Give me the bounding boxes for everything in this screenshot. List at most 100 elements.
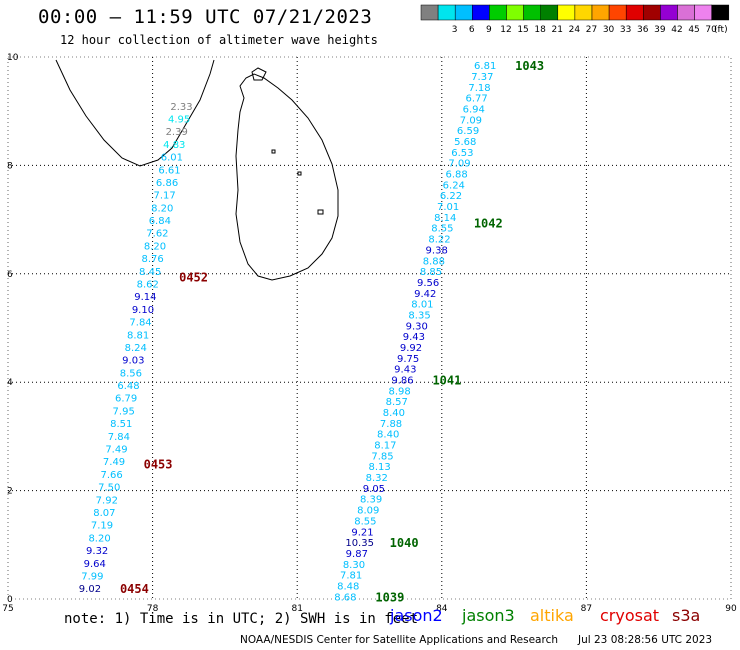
colorbar-tick-label: 30	[603, 25, 615, 35]
india-coastline	[55, 59, 215, 167]
legend-altika: altika	[530, 606, 574, 625]
colorbar-unit-label: (ft)	[714, 25, 728, 35]
colorbar-swatch	[523, 4, 541, 21]
y-tick-label: 6	[7, 270, 13, 280]
colorbar-swatch	[660, 4, 678, 21]
wave-height-value: 2.39	[166, 127, 188, 138]
wave-height-value: 8.35	[408, 310, 430, 321]
footer-credit: NOAA/NESDIS Center for Satellite Applica…	[240, 634, 558, 646]
wave-height-value: 5.68	[454, 137, 476, 148]
x-tick-label: 75	[2, 604, 13, 614]
wave-height-value: 6.01	[161, 153, 183, 164]
colorbar-swatch	[472, 4, 490, 21]
y-tick-label: 4	[7, 378, 13, 388]
x-tick-label: 78	[147, 604, 159, 614]
pass-time-label: 1039	[375, 590, 404, 604]
wave-height-value: 7.49	[103, 457, 125, 468]
wave-height-value: 2.33	[170, 102, 192, 113]
jaffna-outline	[251, 67, 267, 81]
wave-height-value: 9.86	[391, 375, 413, 386]
wave-height-value: 8.30	[343, 560, 365, 571]
colorbar-swatch	[454, 4, 473, 21]
wave-height-value: 6.22	[440, 191, 462, 202]
wave-height-value: 7.81	[340, 571, 362, 582]
wave-height-value: 7.09	[460, 115, 482, 126]
page-title: 00:00 – 11:59 UTC 07/21/2023	[38, 6, 373, 28]
y-tick-label: 10	[7, 53, 19, 63]
wave-height-value: 7.19	[91, 521, 113, 532]
wave-height-value: 8.76	[141, 254, 163, 265]
island	[271, 149, 276, 154]
colorbar-swatch	[625, 4, 644, 21]
legend-s3a: s3a	[672, 606, 701, 625]
colorbar-tick-label: 15	[517, 25, 528, 35]
wave-height-value: 9.43	[394, 365, 416, 376]
wave-height-value: 8.32	[366, 473, 388, 484]
wave-height-value: 4.83	[163, 140, 185, 151]
wave-height-value: 7.88	[380, 419, 402, 430]
pass-time-label: 1040	[390, 536, 419, 550]
wave-height-value: 6.79	[115, 394, 137, 405]
x-tick-label: 90	[725, 604, 737, 614]
wave-height-value: 9.87	[346, 549, 368, 560]
colorbar-swatch	[557, 4, 576, 21]
x-tick-label: 84	[436, 604, 448, 614]
wave-height-value: 8.40	[377, 430, 399, 441]
colorbar-tick-label: 39	[654, 25, 666, 35]
wave-height-value: 6.24	[443, 180, 465, 191]
wave-height-value: 8.22	[428, 235, 450, 246]
wave-height-value: 8.85	[420, 267, 442, 278]
wave-height-value: 8.20	[151, 203, 173, 214]
colorbar-swatch	[489, 4, 507, 21]
wave-height-value: 8.45	[139, 267, 161, 278]
legend-jason3: jason3	[462, 606, 515, 625]
wave-height-value: 7.09	[448, 159, 470, 170]
colorbar-swatch	[608, 4, 627, 21]
sri-lanka-outline	[235, 73, 339, 281]
colorbar-swatch	[694, 4, 712, 21]
wave-height-value: 8.56	[120, 368, 142, 379]
wave-height-value: 8.07	[93, 508, 115, 519]
wave-height-value: 9.42	[414, 289, 436, 300]
colorbar-tick-label: 6	[469, 25, 475, 35]
colorbar-tick-label: 9	[486, 25, 492, 35]
legend-jason2: jason2	[390, 606, 443, 625]
x-tick-label: 87	[581, 604, 592, 614]
colorbar-tick-label: 18	[534, 25, 546, 35]
wave-height-value: 7.18	[468, 83, 490, 94]
wave-height-value: 8.20	[88, 533, 110, 544]
legend-cryosat: cryosat	[600, 606, 660, 625]
pass-time-label: 0454	[120, 582, 149, 596]
wave-height-value: 8.88	[423, 256, 445, 267]
wave-height-value: 9.03	[122, 356, 144, 367]
wave-height-value: 8.14	[434, 213, 456, 224]
page-subtitle: 12 hour collection of altimeter wave hei…	[60, 33, 378, 47]
x-tick-label: 81	[291, 604, 302, 614]
wave-height-value: 8.81	[127, 330, 149, 341]
wave-height-value: 6.84	[149, 216, 171, 227]
wave-height-value: 6.94	[463, 104, 485, 115]
wave-height-value: 7.85	[371, 451, 393, 462]
y-tick-label: 0	[7, 595, 13, 605]
pass-time-label: 0452	[179, 271, 208, 285]
colorbar-swatch	[591, 4, 610, 21]
y-tick-label: 8	[7, 161, 13, 171]
pass-time-label: 0453	[144, 458, 173, 472]
wave-height-value: 9.32	[86, 546, 108, 557]
wave-height-value: 6.48	[117, 381, 139, 392]
wave-height-value: 9.02	[79, 584, 101, 595]
wave-height-value: 9.14	[134, 292, 156, 303]
wave-height-value: 9.21	[351, 527, 373, 538]
wave-height-value: 6.86	[156, 178, 178, 189]
island	[297, 171, 302, 176]
pass-time-label: 1041	[432, 373, 461, 387]
wave-height-value: 8.51	[110, 419, 132, 430]
wave-height-value: 8.48	[337, 581, 359, 592]
colorbar-swatch	[540, 4, 559, 21]
colorbar-tick-label: 24	[569, 25, 581, 35]
colorbar-swatch	[420, 4, 439, 21]
wave-height-value: 9.30	[406, 321, 428, 332]
colorbar-tick-label: 70	[705, 25, 717, 35]
colorbar-tick-label: 3	[452, 25, 458, 35]
wave-height-value: 9.10	[132, 305, 154, 316]
